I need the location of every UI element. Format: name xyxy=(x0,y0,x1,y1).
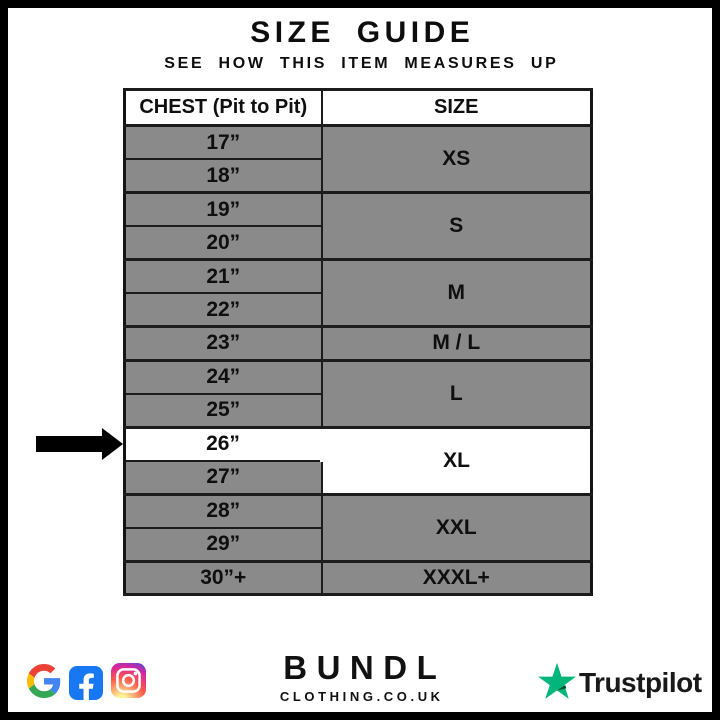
table-row: 20” xyxy=(123,225,592,261)
brand-logo: BUNDL CLOTHING.CO.UK xyxy=(8,649,712,704)
size-cell: XXXL+ xyxy=(320,560,593,596)
table-row: 30”+ XXXL+ xyxy=(123,560,593,596)
column-header-size: SIZE xyxy=(320,88,593,127)
chest-cell: 23” xyxy=(123,325,323,362)
size-cell: L xyxy=(320,359,593,429)
table-row: 29” xyxy=(123,526,592,563)
chest-cell: 27” xyxy=(123,459,323,496)
table-row: 17” XS xyxy=(123,124,593,194)
chest-cell: 20” xyxy=(123,225,323,261)
facebook-icon xyxy=(69,666,103,700)
table-row: 25” xyxy=(123,392,592,429)
column-header-chest: CHEST (Pit to Pit) xyxy=(123,88,323,127)
size-table-body: 17” XS 18” 19” S 20” 21” M 22” 23” M / L 24” L 25” 26”… xyxy=(123,124,593,596)
table-header-row: CHEST (Pit to Pit) SIZE xyxy=(123,88,593,127)
size-cell: XXL xyxy=(320,493,593,563)
pointer-arrow-icon xyxy=(36,427,123,460)
chest-cell: 19” xyxy=(123,191,323,227)
chest-cell: 24” xyxy=(123,359,323,395)
chest-cell: 22” xyxy=(123,292,323,328)
google-icon xyxy=(27,663,61,703)
chest-cell: 25” xyxy=(123,392,323,429)
brand-domain: CLOTHING.CO.UK xyxy=(279,689,444,704)
social-icons-row xyxy=(27,663,146,703)
size-cell: S xyxy=(320,191,593,261)
table-row: 23” M / L xyxy=(123,325,593,362)
table-row: 26” XL xyxy=(123,426,593,496)
size-cell: M xyxy=(320,258,593,328)
page-title: SIZE GUIDE xyxy=(250,16,475,49)
arrow-shaft xyxy=(36,435,102,452)
size-cell: M / L xyxy=(320,325,593,362)
table-row: 24” L xyxy=(123,359,593,429)
chest-cell: 29” xyxy=(123,526,323,563)
chest-cell: 30”+ xyxy=(123,560,323,596)
trustpilot-star-icon xyxy=(538,662,576,704)
table-row: 21” M xyxy=(123,258,593,328)
arrow-head xyxy=(102,427,123,460)
page-subtitle: SEE HOW THIS ITEM MEASURES UP xyxy=(164,55,559,72)
size-guide-table: CHEST (Pit to Pit) SIZE 17” XS 18” 19” S 20” 2… xyxy=(123,88,593,596)
chest-cell: 17” xyxy=(123,124,323,160)
brand-name: BUNDL xyxy=(283,649,447,686)
size-cell: XL xyxy=(320,426,593,496)
size-cell: XS xyxy=(320,124,593,194)
trustpilot-label: Trustpilot xyxy=(579,667,702,698)
chest-cell: 21” xyxy=(123,258,323,294)
table-row: 28” XXL xyxy=(123,493,593,563)
table-row: 27” xyxy=(123,459,592,496)
chest-cell: 28” xyxy=(123,493,323,529)
table-row: 18” xyxy=(123,158,592,194)
chest-cell: 18” xyxy=(123,158,323,194)
table-row: 19” S xyxy=(123,191,593,261)
chest-cell: 26” xyxy=(123,426,323,462)
instagram-icon xyxy=(111,663,146,703)
table-row: 22” xyxy=(123,292,592,328)
trustpilot-logo: Trustpilot xyxy=(538,662,702,704)
